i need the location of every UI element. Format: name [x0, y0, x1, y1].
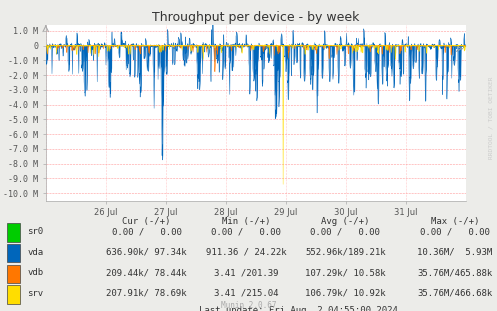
- Text: 106.79k/ 10.92k: 106.79k/ 10.92k: [305, 289, 386, 298]
- Text: Avg (-/+): Avg (-/+): [321, 216, 370, 225]
- Text: 552.96k/189.21k: 552.96k/189.21k: [305, 248, 386, 257]
- Text: srv: srv: [27, 289, 43, 298]
- Text: 0.00 /   0.00: 0.00 / 0.00: [112, 227, 181, 236]
- Text: Max (-/+): Max (-/+): [430, 216, 479, 225]
- Text: vda: vda: [27, 248, 43, 257]
- Text: 636.90k/ 97.34k: 636.90k/ 97.34k: [106, 248, 187, 257]
- Text: 209.44k/ 78.44k: 209.44k/ 78.44k: [106, 268, 187, 277]
- Text: 35.76M/465.88k: 35.76M/465.88k: [417, 268, 493, 277]
- Text: 107.29k/ 10.58k: 107.29k/ 10.58k: [305, 268, 386, 277]
- Text: 3.41 /201.39: 3.41 /201.39: [214, 268, 278, 277]
- Bar: [7, 285, 20, 304]
- Text: 207.91k/ 78.69k: 207.91k/ 78.69k: [106, 289, 187, 298]
- Text: Min (-/+): Min (-/+): [222, 216, 270, 225]
- Title: Throughput per device - by week: Throughput per device - by week: [152, 11, 359, 24]
- Text: 10.36M/  5.93M: 10.36M/ 5.93M: [417, 248, 493, 257]
- Text: 35.76M/466.68k: 35.76M/466.68k: [417, 289, 493, 298]
- Text: Munin 2.0.67: Munin 2.0.67: [221, 301, 276, 310]
- Text: 3.41 /215.04: 3.41 /215.04: [214, 289, 278, 298]
- Text: 911.36 / 24.22k: 911.36 / 24.22k: [206, 248, 286, 257]
- Text: RRDTOOL / TOBI OETIKER: RRDTOOL / TOBI OETIKER: [489, 77, 494, 160]
- Bar: [7, 244, 20, 262]
- Text: sr0: sr0: [27, 227, 43, 236]
- Text: 0.00 /   0.00: 0.00 / 0.00: [311, 227, 380, 236]
- Text: 0.00 /   0.00: 0.00 / 0.00: [420, 227, 490, 236]
- Bar: [7, 224, 20, 242]
- Text: Last update: Fri Aug  2 04:55:00 2024: Last update: Fri Aug 2 04:55:00 2024: [199, 306, 398, 311]
- Bar: [7, 265, 20, 283]
- Text: Cur (-/+): Cur (-/+): [122, 216, 171, 225]
- Text: 0.00 /   0.00: 0.00 / 0.00: [211, 227, 281, 236]
- Text: vdb: vdb: [27, 268, 43, 277]
